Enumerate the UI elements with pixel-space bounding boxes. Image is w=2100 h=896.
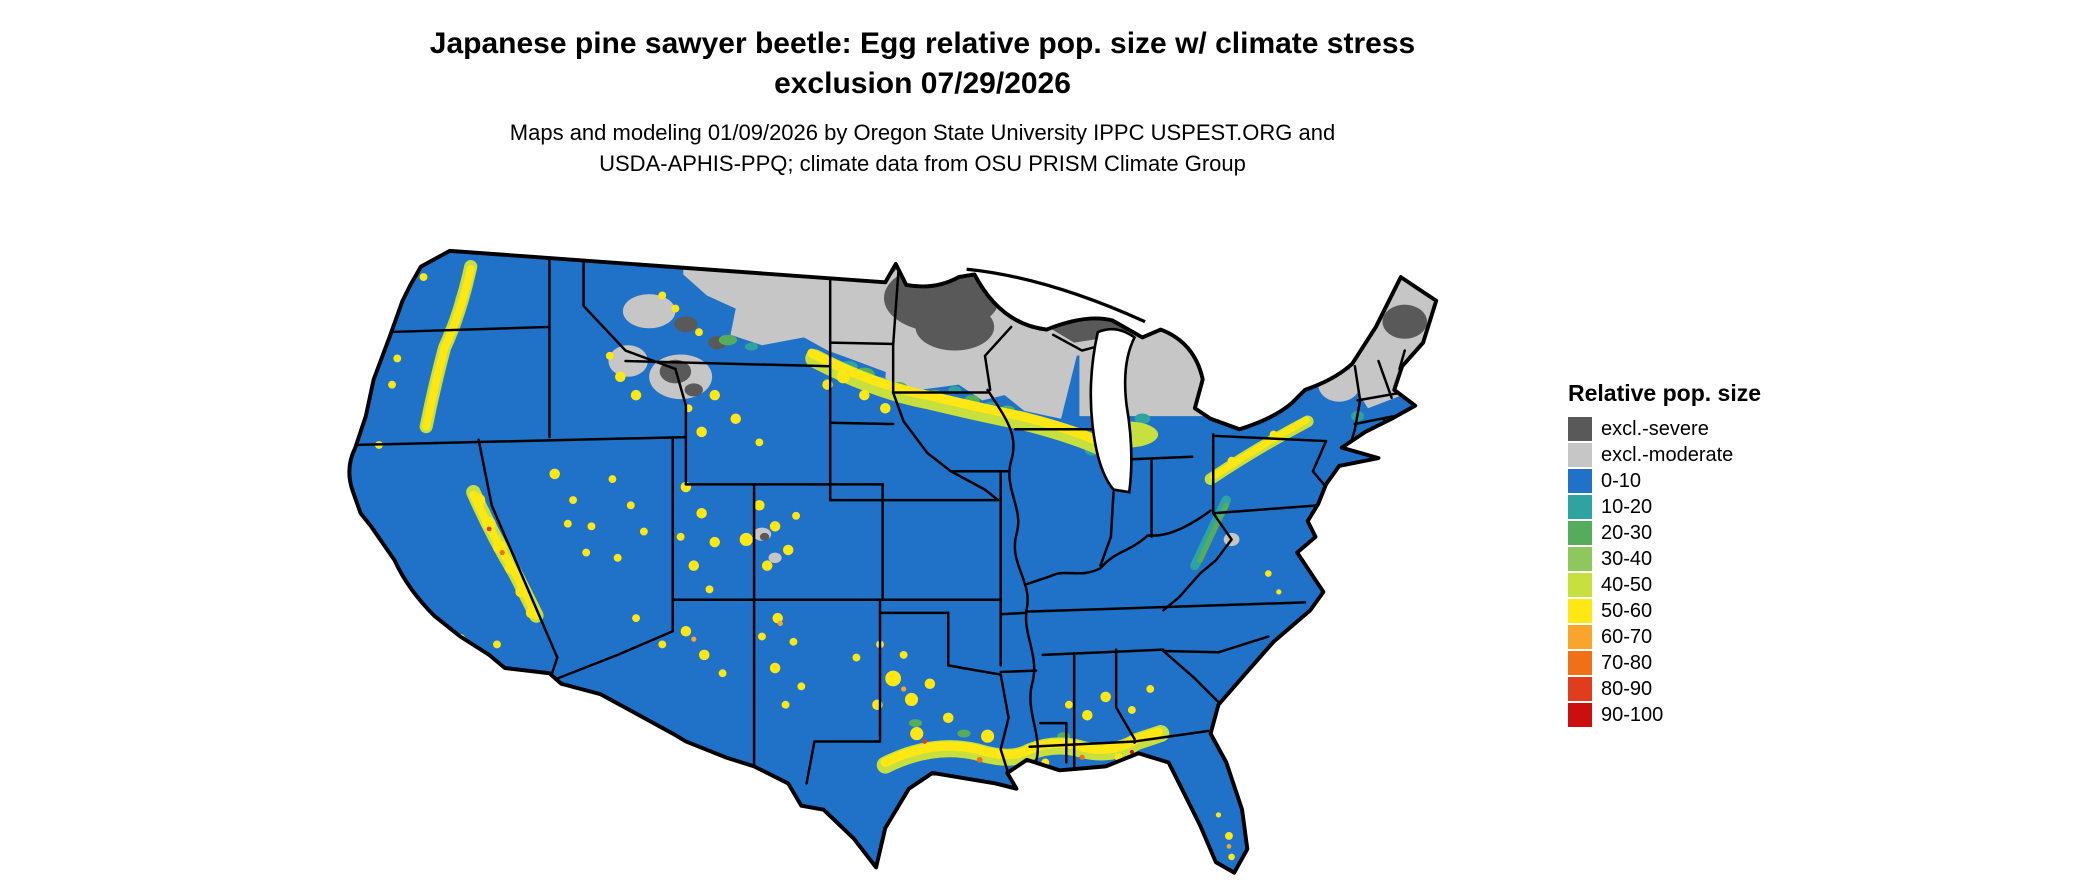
legend-swatch (1568, 521, 1592, 545)
legend-label: 10-20 (1601, 496, 1653, 518)
state-borders (351, 254, 1406, 785)
map-subtitle: Maps and modeling 01/09/2026 by Oregon S… (0, 117, 1845, 179)
legend-item-excl.-moderate: excl.-moderate (1568, 443, 1761, 467)
legend-item-80-90: 80-90 (1568, 677, 1761, 701)
legend: Relative pop. size excl.-severe excl.-mod… (1568, 380, 1761, 729)
legend-label: 40-50 (1601, 574, 1653, 596)
legend-item-20-30: 20-30 (1568, 521, 1761, 545)
legend-swatch (1568, 443, 1592, 467)
legend-label: 80-90 (1601, 678, 1653, 700)
legend-label: 20-30 (1601, 522, 1653, 544)
legend-label: excl.-severe (1601, 418, 1709, 440)
canada-border-line (966, 267, 1146, 324)
legend-swatch (1568, 547, 1592, 571)
legend-item-50-60: 50-60 (1568, 599, 1761, 623)
legend-label: 60-70 (1601, 626, 1653, 648)
legend-label: excl.-moderate (1601, 444, 1734, 466)
legend-swatch (1568, 573, 1592, 597)
legend-swatch (1568, 469, 1592, 493)
legend-item-60-70: 60-70 (1568, 625, 1761, 649)
legend-item-90-100: 90-100 (1568, 703, 1761, 727)
legend-item-70-80: 70-80 (1568, 651, 1761, 675)
legend-title: Relative pop. size (1568, 380, 1762, 406)
legend-label: 90-100 (1601, 704, 1664, 726)
legend-swatch (1568, 703, 1592, 727)
us-map (292, 222, 1552, 891)
legend-label: 70-80 (1601, 652, 1653, 674)
header: Japanese pine sawyer beetle: Egg relativ… (0, 24, 1845, 180)
map-base (349, 250, 1437, 873)
legend-swatch (1568, 599, 1592, 623)
us-map-svg (347, 248, 1439, 875)
legend-item-10-20: 10-20 (1568, 495, 1761, 519)
page-title: Japanese pine sawyer beetle: Egg relativ… (429, 27, 1416, 100)
lake-michigan (1089, 327, 1137, 494)
legend-swatch (1568, 651, 1592, 675)
population-raster (374, 260, 1365, 861)
legend-items: excl.-severe excl.-moderate 0-10 10-20 20-30… (1568, 417, 1761, 727)
legend-label: 30-40 (1601, 548, 1653, 570)
legend-item-0-10: 0-10 (1568, 469, 1761, 493)
legend-swatch (1568, 495, 1592, 519)
legend-item-40-50: 40-50 (1568, 573, 1761, 597)
legend-item-30-40: 30-40 (1568, 547, 1761, 571)
legend-label: 50-60 (1601, 600, 1653, 622)
legend-item-excl.-severe: excl.-severe (1568, 417, 1761, 441)
us-outline (347, 248, 1439, 875)
legend-label: 0-10 (1601, 470, 1642, 492)
legend-swatch (1568, 417, 1592, 441)
legend-swatch (1568, 677, 1592, 701)
map-subtitle-text: Maps and modeling 01/09/2026 by Oregon S… (509, 120, 1336, 177)
legend-swatch (1568, 625, 1592, 649)
